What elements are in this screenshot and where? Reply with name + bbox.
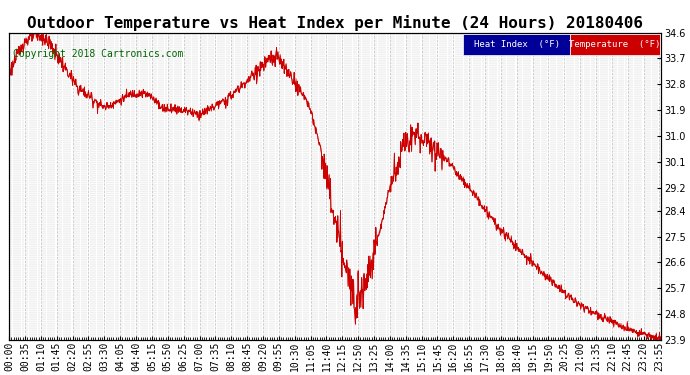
Text: Copyright 2018 Cartronics.com: Copyright 2018 Cartronics.com: [12, 50, 183, 60]
Text: Heat Index  (°F): Heat Index (°F): [474, 40, 560, 49]
Text: Temperature  (°F): Temperature (°F): [569, 40, 661, 49]
Title: Outdoor Temperature vs Heat Index per Minute (24 Hours) 20180406: Outdoor Temperature vs Heat Index per Mi…: [27, 15, 643, 32]
